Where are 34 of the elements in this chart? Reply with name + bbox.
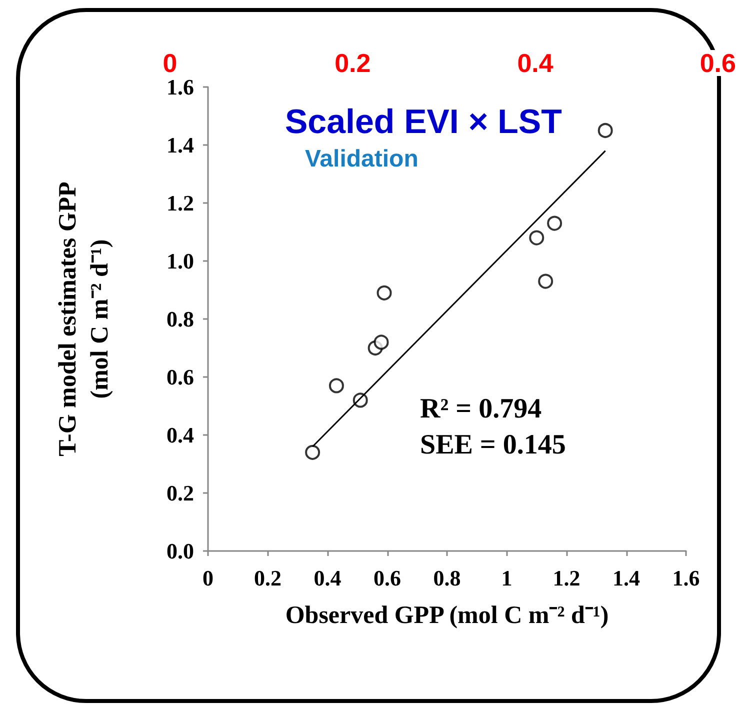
point [529,230,544,246]
annotation: SEE = 0.145 [420,430,566,460]
y-axis-title: T-G model estimates GPP (mol C m⁻² d⁻¹) [54,182,114,456]
x2-tick-label: 0.2 [334,48,371,78]
text: Validation [305,146,418,172]
annotation: R² = 0.794 [420,394,542,424]
y-tick-label: 0.2 [166,480,194,506]
y-tick-label: 0.6 [166,364,194,390]
x-tick-label: 1.6 [672,566,700,590]
x-tick-label: 1.2 [552,566,580,590]
x-tick-label: 0.8 [433,566,461,590]
x-tick-label: 0.6 [374,566,401,590]
y-tick-label: 1.2 [166,190,194,216]
x-tick-label: 1.4 [612,566,640,590]
text: Scaled EVI × LST [285,103,562,141]
x-axis-title: Observed GPP (mol C m⁻² d⁻¹) [285,602,609,629]
point [538,274,554,289]
x-tick-label: 1 [501,566,512,590]
y-tick-label: 1.4 [166,132,194,158]
x-tick-label: 0.2 [254,566,282,590]
x-tick-label: 0 [202,566,214,590]
point [328,378,344,394]
y-tick-label: 0.8 [166,306,194,332]
x2-tick-label: 0.6 [700,48,736,78]
x2-tick-label: 0.4 [517,48,554,78]
x-tick-label: 0.4 [314,566,342,590]
point [374,334,389,350]
point [376,285,392,300]
point [305,444,320,460]
point [547,216,562,231]
y-tick-label: 0.0 [166,538,194,564]
point [598,123,613,138]
y-tick-label: 0.4 [166,422,194,448]
y-tick-label: 1.0 [166,248,194,274]
